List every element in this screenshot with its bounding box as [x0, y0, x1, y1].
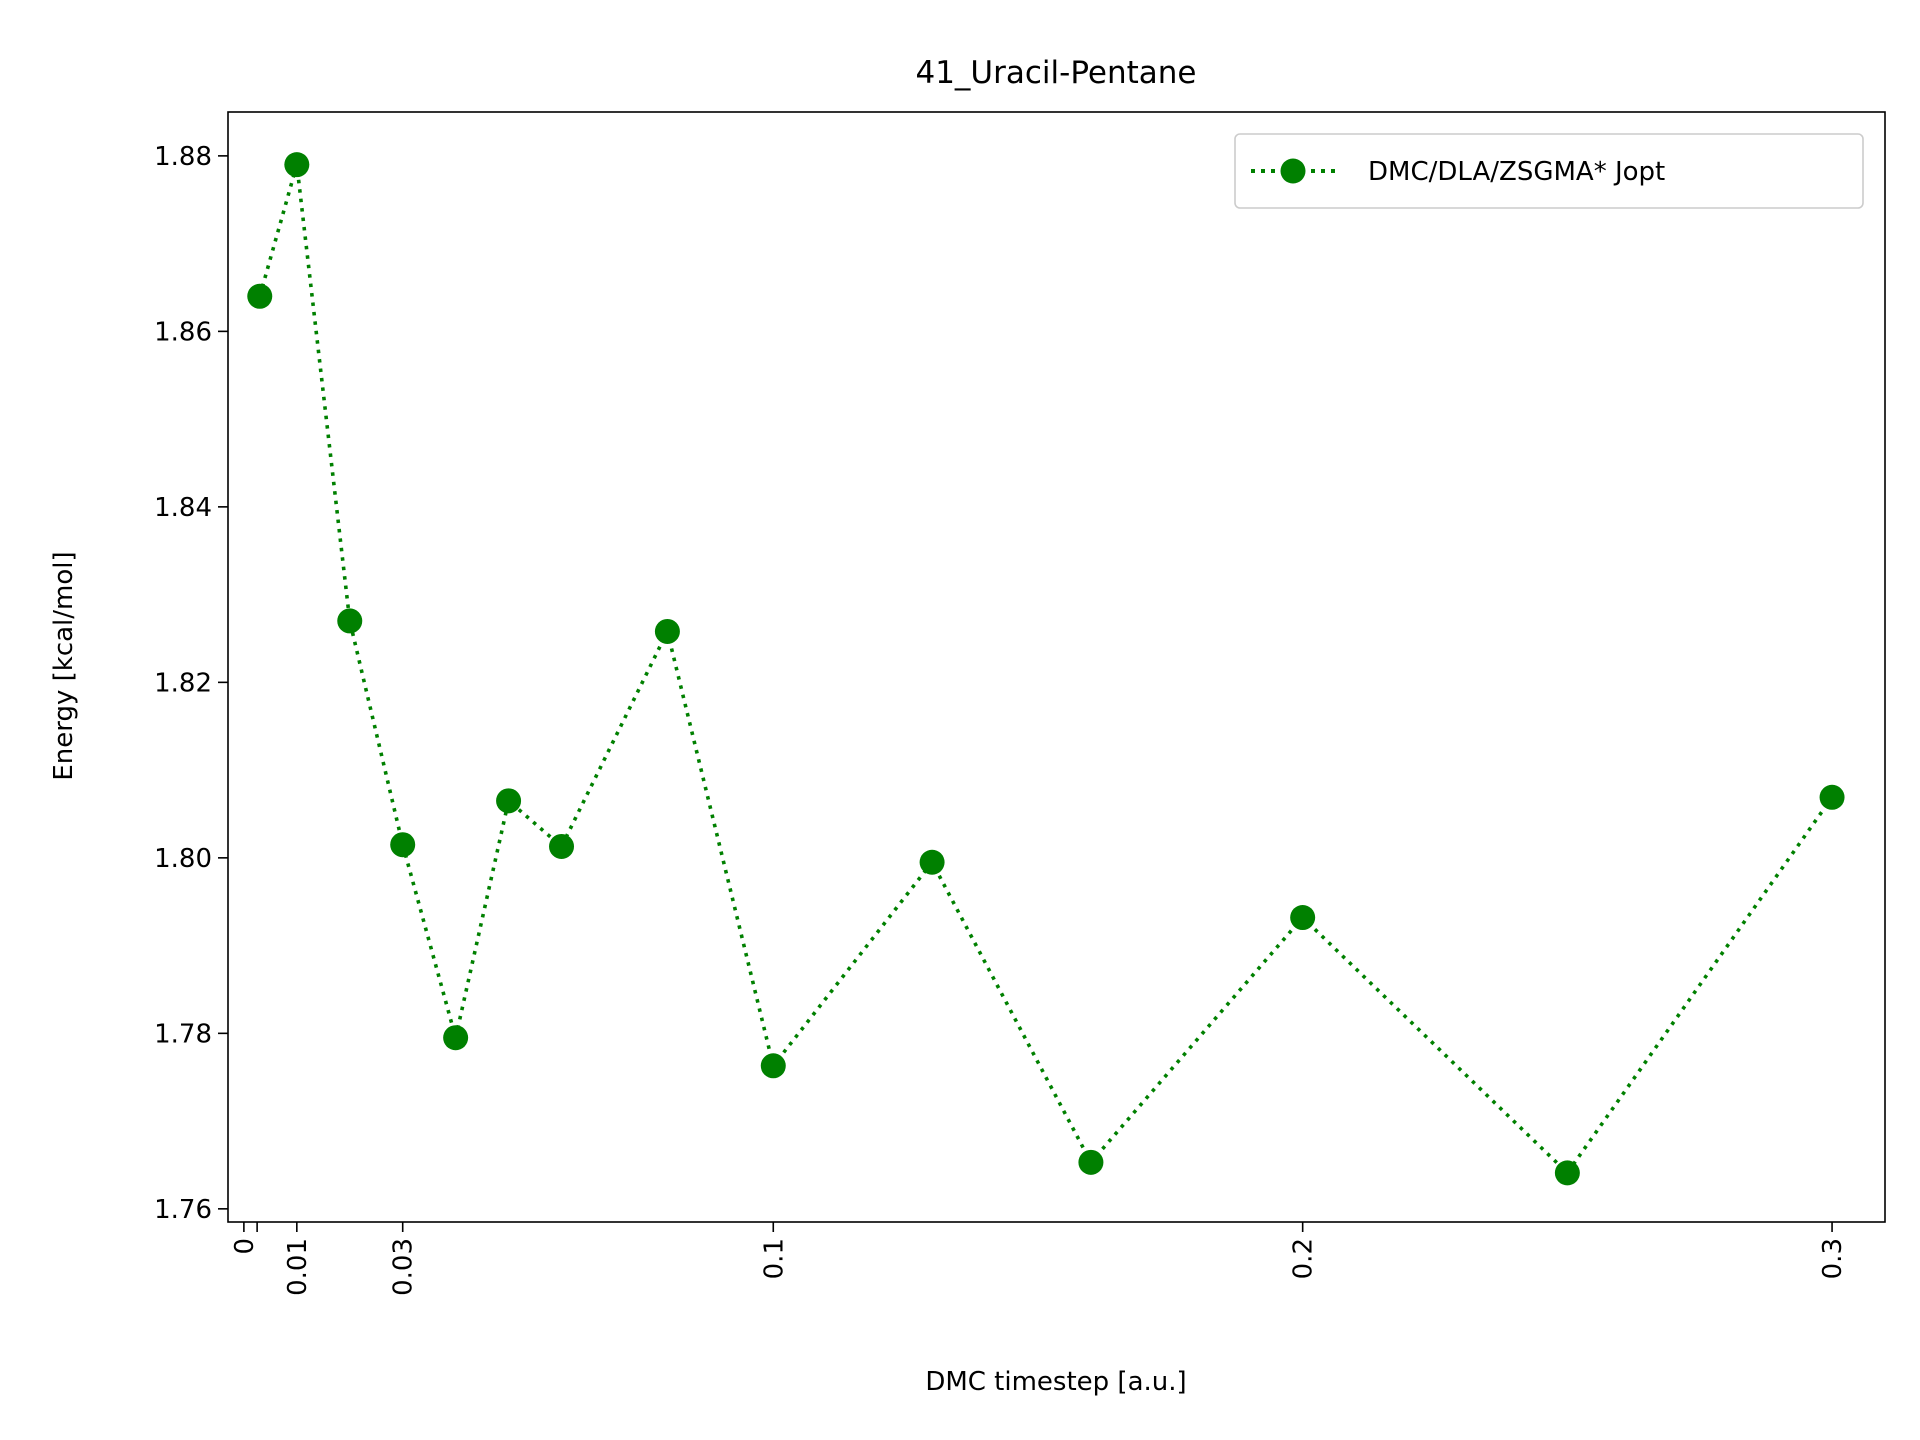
y-tick-label: 1.78	[154, 1019, 212, 1049]
series-line	[258, 164, 1834, 1176]
y-tick-label: 1.80	[154, 844, 212, 874]
data-point	[549, 833, 575, 859]
data-point	[1819, 784, 1845, 810]
y-tick-label: 1.76	[154, 1195, 212, 1225]
legend: DMC/DLA/ZSGMA* Jopt	[1234, 133, 1864, 209]
data-point	[1078, 1149, 1104, 1175]
data-point	[919, 849, 945, 875]
x-tick-label: 0.3	[1818, 1238, 1848, 1279]
y-tick-label: 1.84	[154, 493, 212, 523]
data-point	[390, 832, 416, 858]
data-series	[247, 152, 1845, 1186]
x-tick-label: 0.01	[283, 1238, 313, 1296]
data-point	[1290, 905, 1316, 931]
data-point	[496, 788, 522, 814]
data-point	[337, 608, 363, 634]
data-point	[284, 152, 310, 178]
chart-title: 41_Uracil-Pentane	[915, 55, 1196, 91]
y-axis-ticks: 1.76 1.78 1.80 1.82 1.84 1.86 1.88	[154, 142, 228, 1225]
y-tick-label: 1.82	[154, 668, 212, 698]
x-tick-label: 0.03	[389, 1238, 419, 1296]
plot-area-frame	[227, 111, 1886, 1223]
y-tick-label: 1.86	[154, 317, 212, 347]
x-axis-label: DMC timestep [a.u.]	[925, 1367, 1186, 1397]
data-point	[443, 1025, 469, 1051]
data-point	[247, 283, 273, 309]
legend-marker	[1280, 158, 1306, 184]
data-point	[760, 1053, 786, 1079]
x-axis-ticks: 0 0.01 0.03 0.1 0.2 0.3	[230, 1222, 1848, 1296]
data-point	[1554, 1160, 1580, 1186]
x-tick-label: 0.2	[1289, 1238, 1319, 1279]
legend-label: DMC/DLA/ZSGMA* Jopt	[1368, 157, 1665, 187]
y-axis-label: Energy [kcal/mol]	[49, 551, 79, 780]
y-tick-label: 1.88	[154, 142, 212, 172]
legend-box	[1234, 133, 1864, 209]
data-point	[654, 618, 680, 644]
x-tick-label: 0	[230, 1238, 260, 1255]
x-tick-label: 0.1	[759, 1238, 789, 1279]
